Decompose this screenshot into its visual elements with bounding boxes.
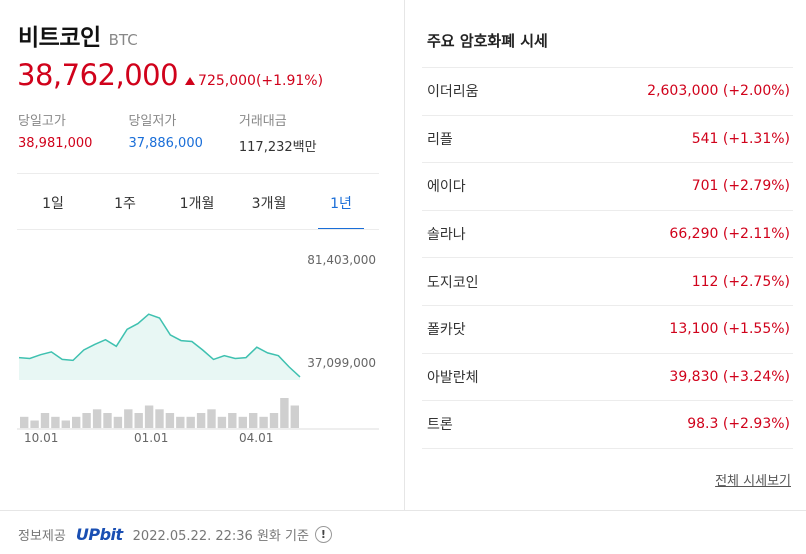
volume-bar [196, 413, 206, 428]
market-row-solana[interactable]: 솔라나 66,290 (+2.11%) [422, 211, 793, 259]
tab-1week[interactable]: 1주 [114, 196, 136, 212]
volume-bar [51, 416, 60, 429]
coin-price: 66,290 (+2.11%) [669, 226, 790, 243]
period-tabs: 1일 1주 1개월 3개월 1년 [17, 174, 379, 230]
market-row-dogecoin[interactable]: 도지코인 112 (+2.75%) [422, 258, 793, 306]
divider [404, 0, 405, 510]
stat-trade-amount: 거래대금 117,232백만 [239, 110, 317, 155]
volume-bar [238, 416, 247, 429]
volume-bar [186, 416, 195, 429]
coin-price: 541 (+1.31%) [691, 130, 790, 147]
volume-bar [176, 416, 185, 429]
stat-label: 당일고가 [18, 114, 66, 129]
volume-bar [280, 398, 289, 428]
volume-bar [40, 413, 50, 428]
volume-bar [290, 405, 299, 428]
divider [422, 67, 793, 68]
volume-bar [269, 413, 279, 428]
volume-bar [228, 413, 237, 428]
market-row-polkadot[interactable]: 폴카닷 13,100 (+1.55%) [422, 306, 793, 354]
coin-symbol: BTC [108, 31, 138, 49]
volume-bar [92, 409, 102, 429]
market-row-cardano[interactable]: 에이다 701 (+2.79%) [422, 163, 793, 211]
provider-label: 정보제공 [18, 529, 66, 544]
price-line [18, 313, 301, 378]
stat-value: 117,232백만 [238, 140, 317, 155]
volume-bar [207, 409, 216, 429]
coin-label: 에이다 [427, 179, 466, 196]
stat-value: 38,981,000 [18, 136, 93, 151]
coin-label: 도지코인 [427, 274, 479, 291]
price-change: 725,000(+1.91%) [185, 73, 323, 89]
coin-price: 98.3 (+2.93%) [687, 416, 790, 433]
price-change-value: 725,000(+1.91%) [198, 73, 324, 89]
tab-3months[interactable]: 3개월 [251, 196, 287, 212]
coin-label: 폴카닷 [427, 322, 466, 339]
coin-label: 아발란체 [427, 369, 479, 386]
volume-bar [155, 409, 164, 429]
stat-day-high: 당일고가 38,981,000 [18, 110, 92, 155]
coin-name: 비트코인 [18, 25, 101, 51]
current-price: 38,762,000 [17, 58, 179, 92]
market-list: 이더리움 2,603,000 (+2.00%) 리플 541 (+1.31%) … [422, 67, 793, 449]
stat-day-low: 당일저가 37,886,000 [128, 110, 202, 155]
divider [17, 173, 379, 174]
y-axis-label: 81,403,000 [307, 253, 376, 267]
tab-1year[interactable]: 1년 [305, 174, 377, 230]
volume-bar [61, 420, 70, 428]
price-row: 38,762,000 725,000(+1.91%) [17, 58, 323, 92]
price-area [19, 314, 300, 380]
volume-bar [103, 413, 112, 428]
divider [0, 510, 806, 511]
coin-price: 13,100 (+1.55%) [669, 321, 790, 338]
stat-label: 당일저가 [128, 114, 177, 129]
stat-label: 거래대금 [238, 114, 287, 129]
daily-stats: 당일고가 38,981,000 당일저가 37,886,000 거래대금 117… [18, 110, 353, 155]
market-panel: 주요 암호화폐 시세 이더리움 2,603,000 (+2.00%) 리플 54… [405, 0, 806, 505]
x-axis-label: 01.01 [134, 431, 168, 445]
volume-bar [124, 409, 133, 429]
volume-bar [217, 416, 227, 429]
upbit-logo: UPbit [75, 525, 123, 544]
market-row-ethereum[interactable]: 이더리움 2,603,000 (+2.00%) [422, 68, 793, 116]
market-title: 주요 암호화폐 시세 [427, 32, 548, 50]
volume-bar [134, 413, 143, 428]
volume-bar [113, 416, 123, 429]
volume-bar [165, 413, 175, 428]
tab-1month[interactable]: 1개월 [179, 196, 215, 212]
info-icon[interactable]: ! [314, 526, 332, 543]
coin-price: 112 (+2.75%) [691, 273, 790, 290]
coin-label: 트론 [427, 417, 453, 434]
coin-price: 701 (+2.79%) [691, 178, 790, 195]
coin-label: 솔라나 [427, 227, 466, 244]
volume-bar [259, 416, 268, 429]
volume-bar [30, 420, 39, 428]
market-row-tron[interactable]: 트론 98.3 (+2.93%) [422, 401, 793, 449]
coin-price: 2,603,000 (+2.00%) [647, 83, 790, 100]
volume-bar [144, 405, 154, 428]
coin-title: 비트코인 BTC [18, 18, 138, 52]
up-triangle-icon [185, 77, 196, 85]
volume-bar [82, 413, 91, 428]
market-row-avalanche[interactable]: 아발란체 39,830 (+3.24%) [422, 354, 793, 402]
x-axis-label: 10.01 [24, 431, 58, 445]
price-chart[interactable]: 81,403,000 37,099,000 10.01 01.01 04.01 [17, 248, 387, 448]
y-axis-label: 37,099,000 [307, 356, 376, 370]
volume-bar [20, 416, 29, 429]
view-all-prices-link[interactable]: 전체 시세보기 [715, 474, 791, 489]
timestamp: 2022.05.22. 22:36 원화 기준 [132, 529, 309, 544]
coin-price: 39,830 (+3.24%) [669, 368, 790, 385]
coin-label: 이더리움 [427, 84, 479, 101]
volume-bar [72, 416, 81, 429]
tab-1day[interactable]: 1일 [42, 196, 64, 212]
coin-label: 리플 [427, 131, 453, 148]
volume-bar [249, 413, 258, 428]
market-row-ripple[interactable]: 리플 541 (+1.31%) [422, 116, 793, 164]
coin-panel: 비트코인 BTC 38,762,000 725,000(+1.91%) 당일고가… [0, 0, 404, 505]
x-axis-label: 04.01 [239, 431, 273, 445]
footer: 정보제공 UPbit 2022.05.22. 22:36 원화 기준 ! [18, 525, 332, 544]
divider [17, 229, 379, 230]
stat-value: 37,886,000 [128, 136, 203, 151]
